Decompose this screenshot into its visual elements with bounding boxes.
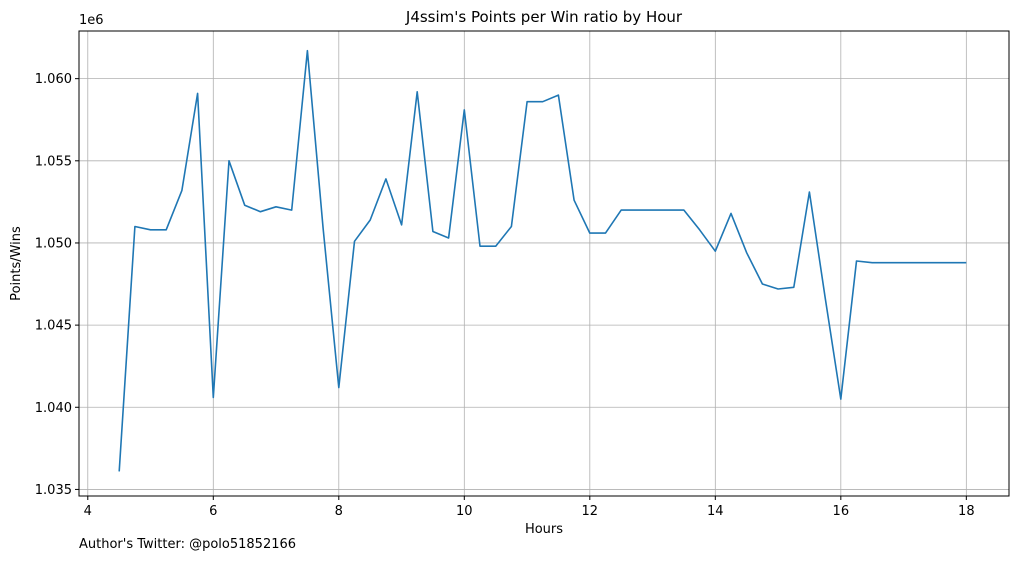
- plot-frame: [78, 30, 1010, 497]
- author-twitter-footer: Author's Twitter: @polo51852166: [79, 537, 297, 552]
- series-layer: [118, 49, 967, 472]
- x-tick-label: 12: [582, 504, 599, 519]
- y-tick-label: 1.035: [35, 483, 72, 498]
- y-axis-label: Points/Wins: [9, 226, 24, 301]
- x-axis-label: Hours: [525, 522, 563, 537]
- y-tick-label: 1.055: [35, 154, 72, 169]
- grid-lines: [79, 31, 1009, 496]
- x-tick-label: 10: [456, 504, 473, 519]
- y-tick-label: 1.040: [35, 401, 72, 416]
- x-tick-label: 16: [833, 504, 850, 519]
- x-tick-label: 14: [707, 504, 724, 519]
- series-line: [118, 49, 967, 472]
- y-axis-ticks: 1.035 1.040 1.045 1.050 1.055 1.060: [35, 72, 79, 498]
- y-offset-label: 1e6: [79, 13, 104, 28]
- chart-title: J4ssim's Points per Win ratio by Hour: [405, 8, 683, 26]
- x-tick-label: 6: [209, 504, 217, 519]
- x-tick-label: 8: [335, 504, 343, 519]
- x-axis-ticks: 4 6 8 10 12 14 16 18: [84, 496, 975, 519]
- x-tick-label: 18: [958, 504, 975, 519]
- x-tick-label: 4: [84, 504, 92, 519]
- y-tick-label: 1.060: [35, 72, 72, 87]
- y-tick-label: 1.045: [35, 319, 72, 334]
- y-tick-label: 1.050: [35, 236, 72, 251]
